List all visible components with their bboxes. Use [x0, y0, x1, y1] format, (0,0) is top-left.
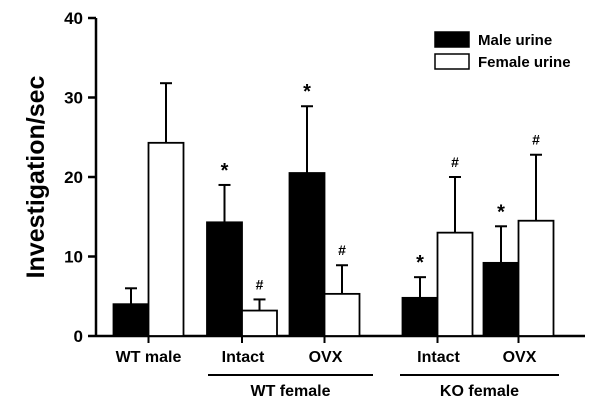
legend-swatch-male-urine	[434, 31, 470, 48]
bar-male-urine-intact-3	[401, 296, 439, 337]
y-axis-label: Investigation/sec	[22, 75, 50, 278]
significance-star-male-urine-intact-3: *	[416, 252, 424, 274]
bar-male-urine-intact-1	[206, 221, 243, 337]
category-label-ovx: OVX	[503, 349, 537, 366]
legend-label-male-urine: Male urine	[478, 32, 552, 49]
y-tick-label: 20	[64, 168, 83, 187]
category-label-wt-male: WT male	[116, 349, 182, 366]
bar-female-urine-ovx-4	[517, 219, 555, 337]
significance-star-male-urine-intact-1: *	[221, 160, 229, 182]
bar-female-urine-intact-1	[241, 309, 278, 337]
y-tick-label: 40	[64, 9, 83, 28]
y-tick-label: 30	[64, 89, 83, 108]
category-label-intact: Intact	[417, 349, 460, 366]
category-labels: WT male Intact OVX Intact OVX	[116, 336, 537, 366]
group-label-wt-female: WT female	[250, 383, 330, 400]
significance-hash-female-urine-ovx-2: #	[338, 242, 346, 258]
bar-male-urine-ovx-2	[288, 172, 326, 337]
bars	[112, 82, 555, 337]
legend-swatch-female-urine	[434, 53, 470, 70]
bar-female-urine-ovx-2	[323, 292, 361, 337]
significance-star-male-urine-ovx-4: *	[497, 201, 505, 223]
category-label-intact: Intact	[222, 349, 265, 366]
legend: Male urine Female urine	[434, 31, 571, 71]
bar-female-urine-intact-3	[436, 231, 474, 337]
y-tick-label: 10	[64, 248, 83, 267]
bar-male-urine-wt-male-0	[112, 303, 150, 337]
category-label-ovx: OVX	[309, 349, 343, 366]
significance-star-male-urine-ovx-2: *	[303, 81, 311, 103]
significance-hash-female-urine-intact-1: #	[256, 276, 264, 292]
bar-female-urine-wt-male-0	[147, 141, 185, 337]
bar-male-urine-ovx-4	[482, 261, 520, 337]
category-groups: WT female KO female	[208, 374, 559, 400]
significance-hash-female-urine-ovx-4: #	[532, 132, 540, 148]
significance-hash-female-urine-intact-3: #	[451, 154, 459, 170]
y-axis: 0 10 20 30 40 Investigation/sec	[22, 9, 98, 346]
annotations: * * * * # # # #	[221, 81, 541, 292]
group-label-ko-female: KO female	[440, 383, 519, 400]
legend-label-female-urine: Female urine	[478, 54, 571, 71]
y-tick-label: 0	[74, 327, 83, 346]
